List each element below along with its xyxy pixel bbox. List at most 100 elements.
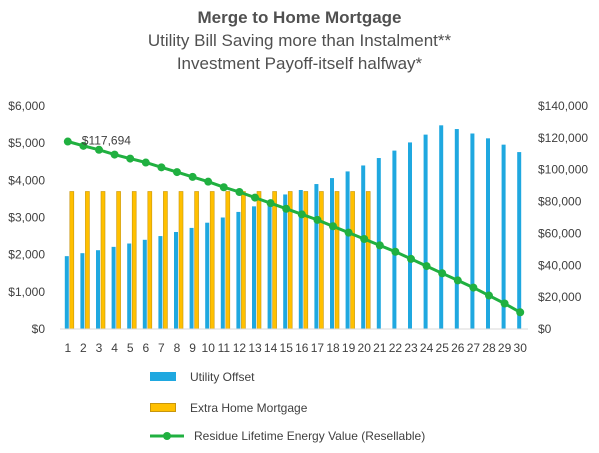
right-axis-tick-label: $60,000 <box>538 226 582 240</box>
residue-value-point <box>391 247 400 256</box>
utility-offset-bar <box>236 211 241 329</box>
x-axis-tick-label: 8 <box>174 341 181 355</box>
residue-value-point <box>407 254 415 263</box>
utility-offset-bar <box>345 171 350 329</box>
left-axis-tick-label: $5,000 <box>8 136 45 150</box>
x-axis-tick-label: 13 <box>248 341 262 355</box>
utility-offset-bar <box>298 189 303 329</box>
utility-offset-bar <box>111 246 116 329</box>
utility-offset-bar <box>80 253 85 329</box>
left-axis-tick-label: $3,000 <box>8 211 45 225</box>
utility-offset-bar <box>439 125 444 330</box>
legend-label-utility-offset: Utility Offset <box>190 370 255 384</box>
utility-offset-bar <box>64 256 69 329</box>
x-axis-tick-label: 2 <box>80 341 87 355</box>
residue-value-point <box>344 228 353 237</box>
x-axis-tick-label: 18 <box>326 341 340 355</box>
left-axis-tick-label: $0 <box>32 322 46 336</box>
legend-item-utility-offset: Utility Offset <box>150 368 550 386</box>
utility-offset-bar <box>314 184 319 329</box>
residue-value-point <box>266 199 275 208</box>
x-axis-tick-label: 3 <box>96 341 103 355</box>
extra-mortgage-bar <box>147 191 153 330</box>
residue-value-point <box>251 193 259 202</box>
extra-mortgage-bar <box>194 191 199 330</box>
residue-value-point <box>438 269 447 278</box>
legend-swatch-extra-mortgage <box>150 403 176 412</box>
utility-offset-bar <box>158 236 163 329</box>
right-axis-tick-label: $20,000 <box>538 290 582 304</box>
right-axis-tick-label: $0 <box>538 322 552 336</box>
residue-value-point <box>173 168 181 177</box>
x-axis-tick-label: 4 <box>111 341 118 355</box>
utility-offset-bar <box>96 250 100 329</box>
left-axis-tick-label: $6,000 <box>8 99 45 113</box>
x-axis-tick-label: 24 <box>420 341 434 355</box>
utility-offset-bar <box>361 165 366 329</box>
x-axis-ticks: 1 2 3 4 5 6 7 8 9 10 11 12 13 14 15 16 17 18 19 20 21 22 23 24 2… <box>64 341 527 355</box>
extra-mortgage-bar <box>350 191 355 330</box>
x-axis-tick-label: 12 <box>233 341 247 355</box>
x-axis-tick-label: 17 <box>311 341 325 355</box>
x-axis-tick-label: 15 <box>280 341 294 355</box>
utility-offset-bar <box>392 150 397 329</box>
residue-value-points <box>63 137 525 317</box>
legend-item-residue-value: Residue Lifetime Energy Value (Resellabl… <box>150 427 550 445</box>
extra-mortgage-bar <box>100 191 106 330</box>
residue-value-point <box>110 150 119 159</box>
residue-value-point <box>79 141 88 150</box>
residue-value-point <box>500 299 509 308</box>
utility-offset-bar <box>454 129 459 329</box>
utility-offset-bar <box>142 239 147 329</box>
extra-mortgage-bar <box>163 191 168 330</box>
utility-offset-bars <box>64 125 522 330</box>
residue-value-point <box>297 210 306 219</box>
x-axis-tick-label: 20 <box>358 341 372 355</box>
residue-value-point <box>141 158 150 167</box>
x-axis-tick-label: 30 <box>514 341 528 355</box>
residue-value-point <box>469 283 478 292</box>
left-axis-tick-label: $2,000 <box>8 248 45 262</box>
x-axis-tick-label: 25 <box>436 341 450 355</box>
utility-offset-bar <box>220 217 225 329</box>
left-axis-tick-label: $1,000 <box>8 285 45 299</box>
x-axis-tick-label: 10 <box>202 341 216 355</box>
extra-mortgage-bar <box>256 191 262 330</box>
extra-mortgage-bar <box>365 191 371 330</box>
residue-value-point <box>422 262 431 271</box>
right-axis-tick-label: $100,000 <box>538 163 588 177</box>
utility-offset-bar <box>189 227 194 329</box>
residue-value-point <box>157 163 166 172</box>
residue-value-point <box>516 308 525 317</box>
extra-mortgage-bar <box>131 191 137 330</box>
x-axis-tick-label: 28 <box>482 341 496 355</box>
right-axis-ticks: $0 $20,000 $40,000 $60,000 $80,000 $100,000 $1… <box>538 99 588 336</box>
legend-swatch-utility-offset <box>150 372 176 381</box>
residue-value-point <box>63 137 72 146</box>
right-axis-tick-label: $120,000 <box>538 131 588 145</box>
utility-offset-bar <box>127 243 132 329</box>
x-axis-tick-label: 1 <box>64 341 71 355</box>
utility-offset-bar <box>174 231 178 329</box>
right-axis-tick-label: $80,000 <box>538 195 582 209</box>
extra-mortgage-bar <box>69 191 75 330</box>
extra-mortgage-bars <box>69 191 371 330</box>
legend-swatch-residue-value <box>150 432 184 440</box>
x-axis-tick-label: 7 <box>158 341 165 355</box>
x-axis-tick-label: 27 <box>467 341 481 355</box>
residue-value-point <box>188 172 197 181</box>
right-axis-tick-label: $140,000 <box>538 99 588 113</box>
x-axis-tick-label: 21 <box>373 341 387 355</box>
legend-label-extra-mortgage: Extra Home Mortgage <box>190 401 308 415</box>
residue-value-point <box>95 145 103 154</box>
utility-offset-bar <box>330 178 334 329</box>
residue-value-point <box>126 154 135 163</box>
utility-offset-bar <box>283 194 288 329</box>
chart-subtitle-line-2: Investment Payoff-itself halfway* <box>176 54 423 73</box>
extra-mortgage-bar <box>334 191 340 330</box>
utility-offset-bar <box>408 142 412 329</box>
extra-mortgage-bar <box>272 191 277 330</box>
extra-mortgage-bar <box>209 191 215 330</box>
residue-value-point <box>375 241 384 250</box>
